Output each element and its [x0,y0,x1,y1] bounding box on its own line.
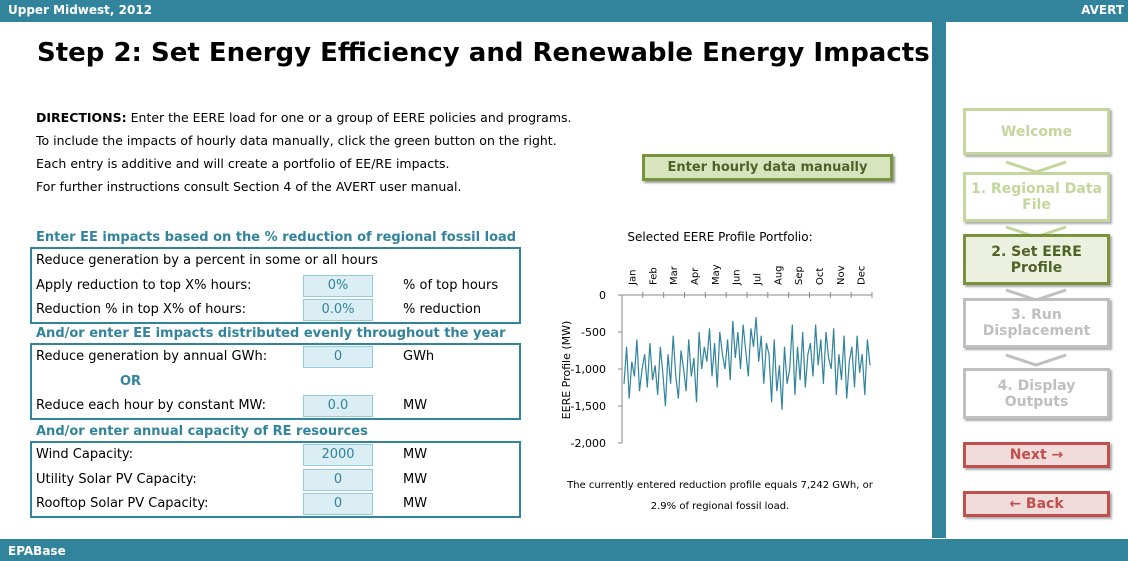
directions-line: To include the impacts of hourly data ma… [36,133,557,148]
input-cell[interactable]: 2000 [303,444,373,466]
nav-button[interactable]: ← Back [963,491,1110,517]
section-box [30,343,521,420]
profile-line [623,317,871,410]
y-tick-label: -2,000 [571,437,606,450]
month-label: Nov [836,265,847,285]
y-tick-label: -1,500 [571,400,606,413]
chart: Selected EERE Profile Portfolio: EERE Pr… [560,230,874,512]
directions-text: Enter the EERE load for one or a group o… [130,110,572,125]
section-heading: Enter EE impacts based on the % reductio… [36,230,517,245]
nav-button[interactable]: Welcome [963,108,1110,155]
month-label: Jan [627,270,638,286]
unit-label: % of top hours [403,277,499,293]
y-axis-label: EERE Profile (MW) [560,321,573,420]
app-name: AVERT [1081,3,1124,17]
input-cell[interactable]: 0.0% [303,299,373,321]
directions-line: DIRECTIONS: Enter the EERE load for one … [36,110,572,125]
note: The currently entered reduction profile … [566,480,874,491]
directions-line: For further instructions consult Section… [36,179,462,194]
nav-button[interactable]: 4. Display Outputs [963,368,1110,419]
section-box [30,441,521,518]
row-label: Reduce generation by a percent in some o… [36,253,378,268]
y-tick-label: 0 [599,289,606,302]
nav-panel: Welcome 1. Regional Data File 2. Set EERE … [946,22,1128,538]
y-tick-label: -500 [581,326,606,339]
month-label: Jul [752,273,763,286]
month-label: Sep [794,266,805,285]
nav-button[interactable]: 3. Run Displacement [963,298,1110,348]
row-label: Wind Capacity: [36,447,134,462]
input-cell[interactable]: 0% [303,274,373,297]
nav-button[interactable]: 2. Set EERE Profile [963,234,1110,285]
chevron [1005,160,1067,174]
unit-label: MW [403,447,428,462]
or-label: OR [120,373,142,389]
page-title: Step 2: Set Energy Efficiency and Renewa… [37,38,930,68]
chevron [1005,353,1067,367]
unit-label: GWh [403,349,435,364]
row-label: Utility Solar PV Capacity: [36,471,197,487]
section-box [30,247,521,324]
month-label: Oct [815,268,826,285]
nav-button[interactable]: 1. Regional Data File [963,172,1110,222]
note: 2.9% of regional fossil load. [651,501,789,512]
month-label: Dec [857,266,868,285]
nav-button[interactable]: Next → [963,442,1110,468]
input-cell[interactable]: 0.0 [303,395,373,417]
top-bar: Upper Midwest, 2012 AVERT [0,0,1128,22]
unit-label: MW [403,398,428,413]
input-cell[interactable]: 0 [303,468,373,491]
unit-label: MW [403,496,428,511]
chart-title: Selected EERE Profile Portfolio: [627,230,812,244]
month-label: Jun [732,269,743,286]
month-label: Aug [773,265,784,285]
sidebar-edge [932,22,946,538]
section-heading: And/or enter annual capacity of RE resou… [36,424,368,439]
bottom-bar: EPABase [0,539,1128,561]
input-cell[interactable]: 0 [303,346,373,368]
month-label: May [711,264,722,285]
region: Upper Midwest, 2012 [8,3,153,17]
month-label: Apr [690,267,701,285]
directions-label: DIRECTIONS: [36,110,127,125]
y-tick-label: -1,000 [571,363,606,376]
directions-line: Each entry is additive and will create a… [36,156,450,171]
unit-label: MW [403,471,428,487]
manual-button[interactable]: Enter hourly data manually [642,154,893,181]
input-cell[interactable]: 0 [303,493,373,515]
row-label: Apply reduction to top X% hours: [36,277,252,293]
row-label: Reduce generation by annual GWh: [36,349,268,364]
footer: EPABase [8,544,66,558]
month-label: Feb [648,267,659,285]
unit-label: % reduction [403,302,482,317]
row-label: Rooftop Solar PV Capacity: [36,496,209,511]
month-label: Mar [669,265,680,285]
section-heading: And/or enter EE impacts distributed even… [36,326,506,341]
row-label: Reduce each hour by constant MW: [36,398,267,413]
row-label: Reduction % in top X% of hours: [36,302,247,317]
